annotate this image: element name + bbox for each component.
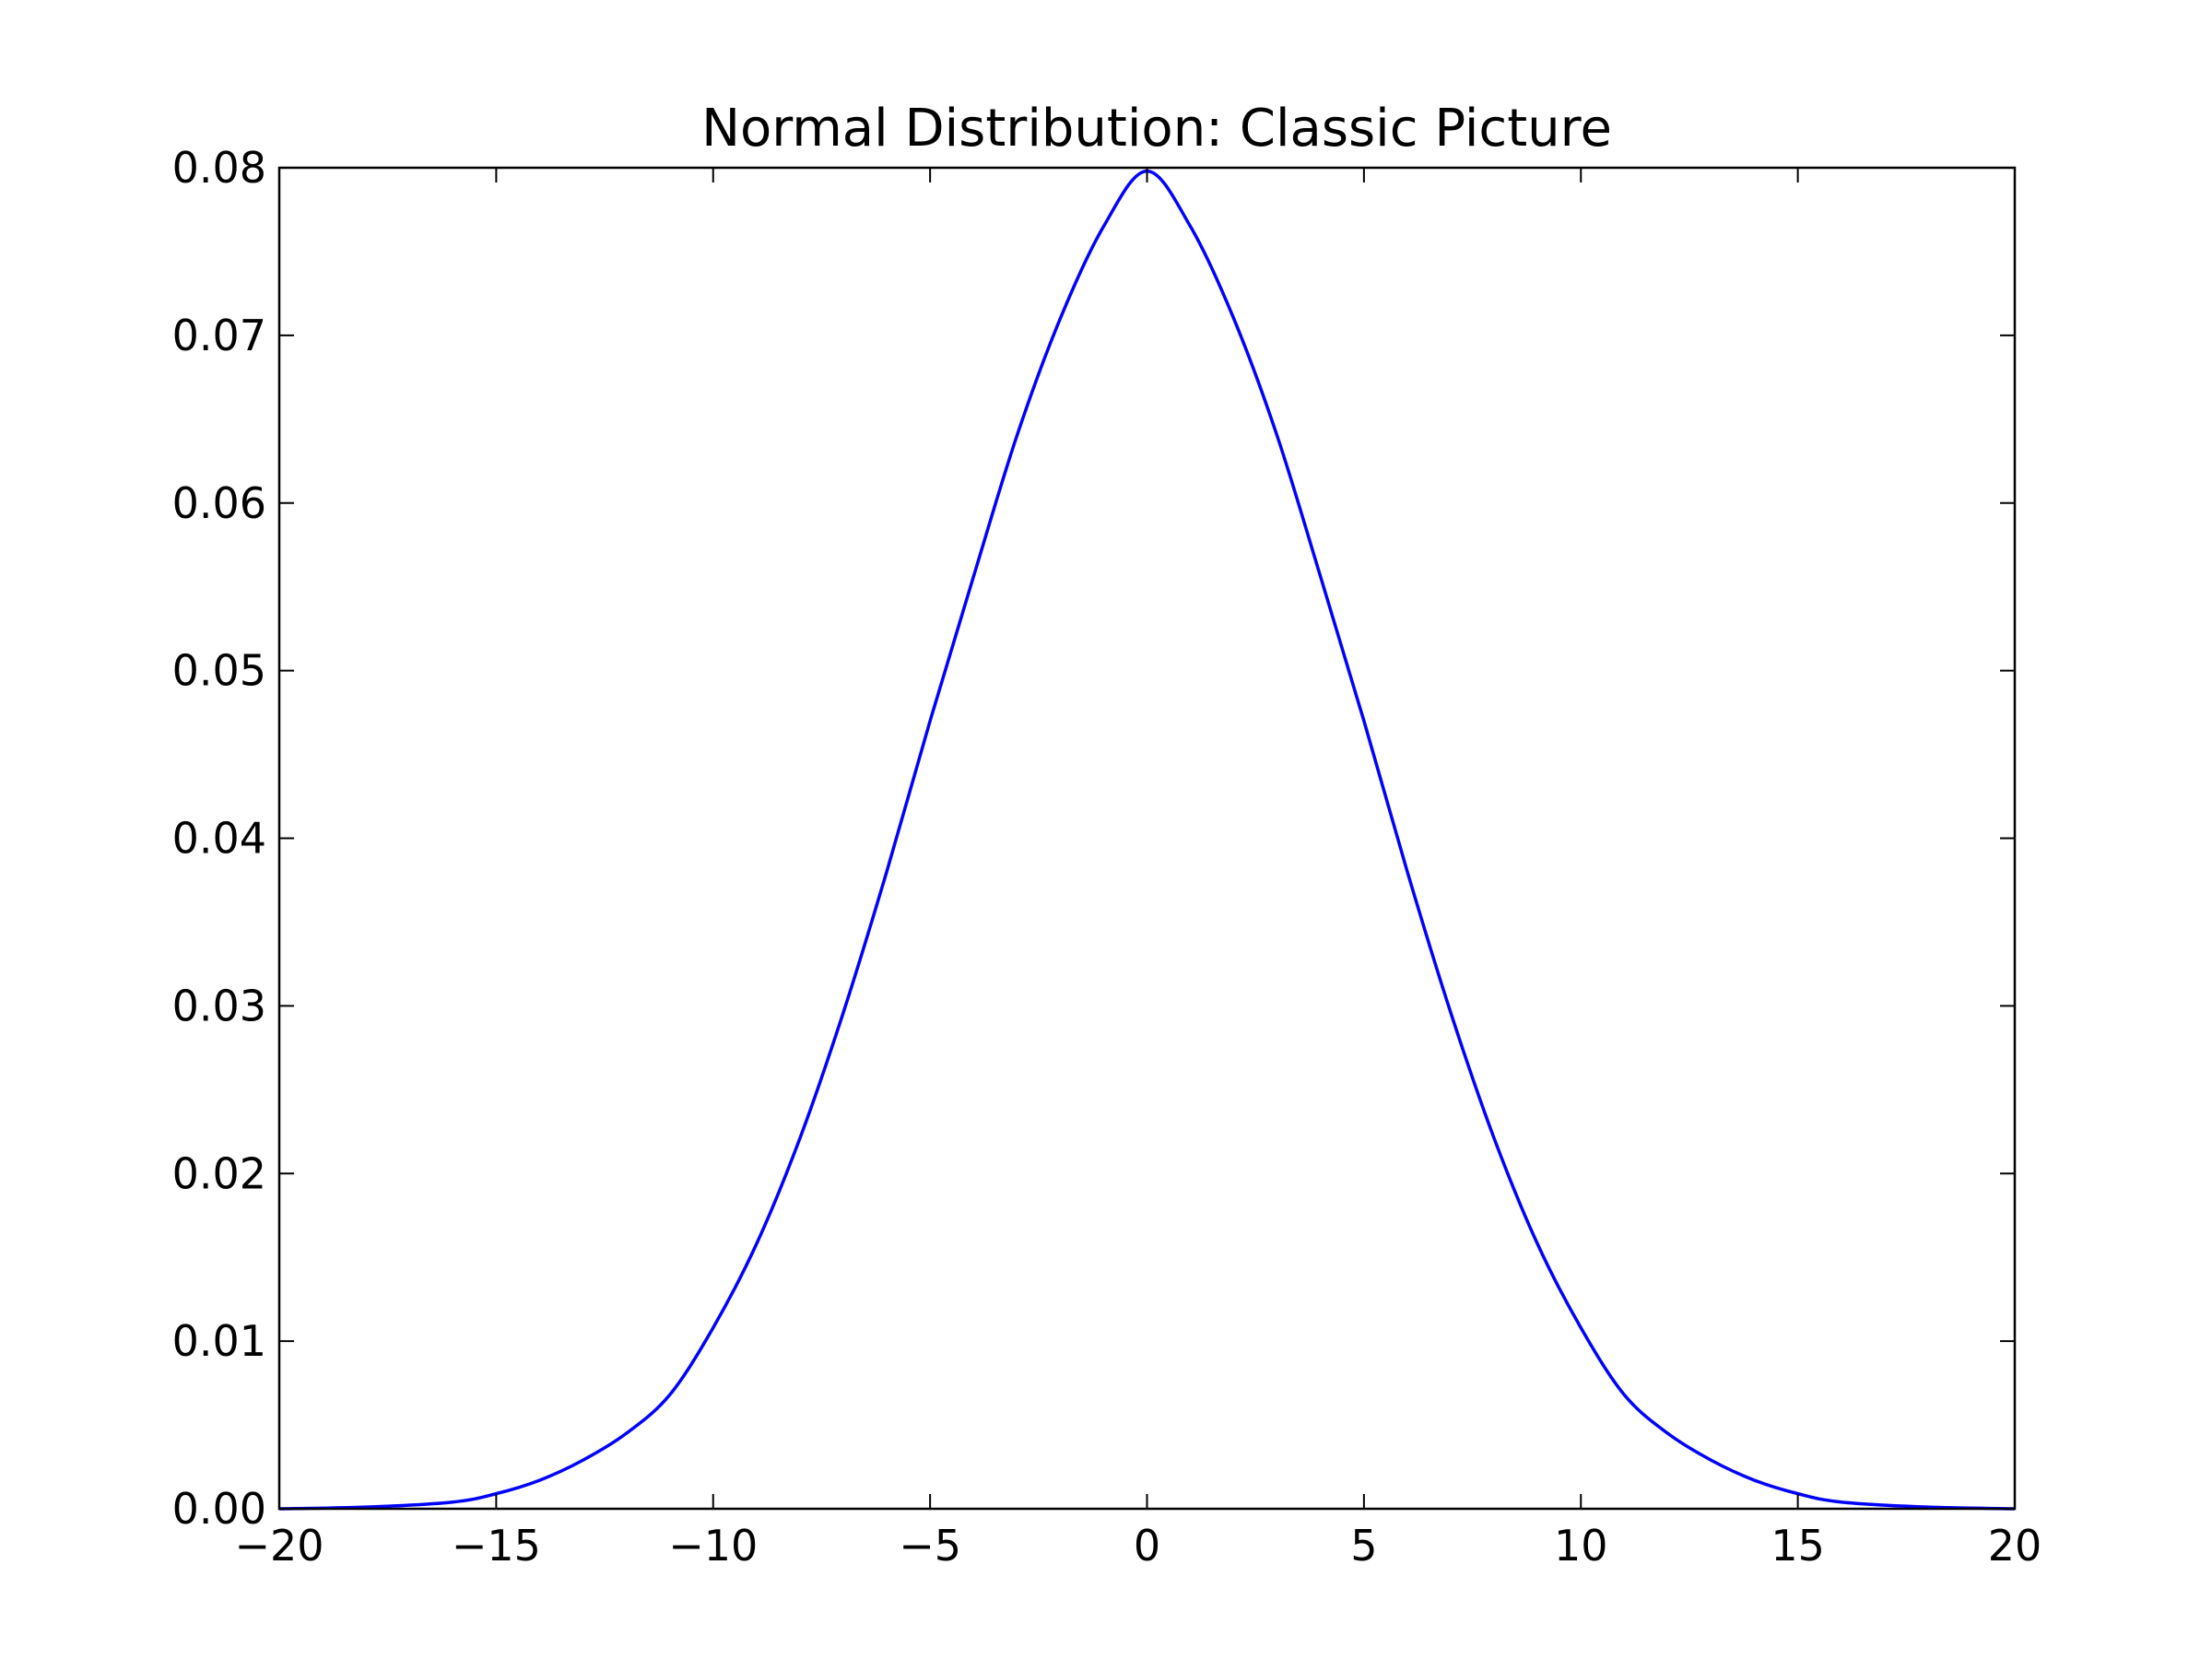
x-tick-label: 20 [1988,1521,2042,1571]
y-tick-label: 0.03 [172,981,266,1030]
y-tick-label: 0.06 [172,478,266,528]
y-tick-label: 0.00 [172,1484,266,1534]
x-tick-label: 5 [1350,1521,1377,1571]
y-tick-label: 0.05 [172,646,266,696]
chart-title: Normal Distribution: Classic Picture [701,99,1612,159]
x-tick-label: −20 [234,1521,324,1571]
y-tick-label: 0.02 [172,1148,266,1198]
x-tick-label: 0 [1134,1521,1160,1571]
x-tick-label: −15 [452,1521,541,1571]
x-tick-label: 15 [1771,1521,1825,1571]
y-tick-label: 0.08 [172,143,266,193]
x-tick-label: −10 [668,1521,758,1571]
y-tick-label: 0.01 [172,1316,266,1366]
y-tick-label: 0.07 [172,311,266,360]
axes: −20 −15 −10 −5 0 5 10 15 20 0.00 0.01 0.02 0.03 0.04 0… [172,143,2042,1571]
x-tick-label: −5 [899,1521,961,1571]
x-tick-label: 10 [1554,1521,1608,1571]
y-tick-label: 0.04 [172,814,266,864]
axes-frame [277,166,2017,1511]
